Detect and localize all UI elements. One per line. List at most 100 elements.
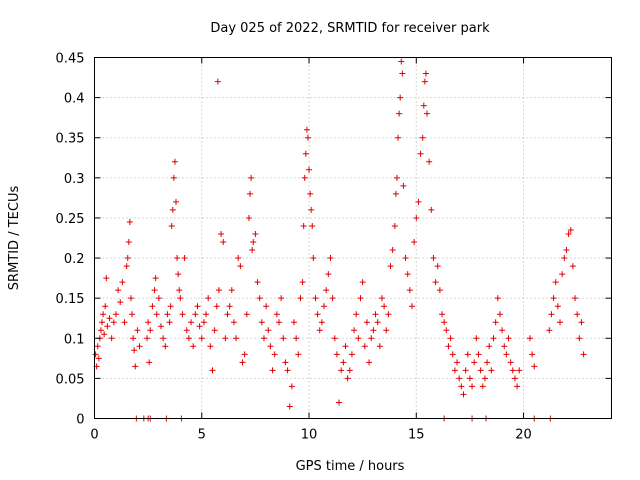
data-point — [561, 255, 568, 262]
data-point — [249, 247, 256, 254]
data-point — [304, 134, 311, 141]
data-point — [325, 271, 332, 278]
data-point — [126, 218, 133, 225]
data-point — [557, 319, 564, 326]
data-point — [387, 263, 394, 270]
data-point — [271, 351, 278, 358]
data-point — [183, 327, 190, 334]
data-point — [125, 239, 132, 246]
data-point — [404, 271, 411, 278]
data-point — [503, 351, 510, 358]
data-point — [147, 327, 154, 334]
data-point — [492, 319, 499, 326]
data-point — [426, 158, 433, 165]
data-point — [269, 367, 276, 374]
data-point — [127, 295, 134, 302]
y-tick-label: 0 — [76, 413, 84, 428]
data-point — [181, 255, 188, 262]
data-point — [166, 319, 173, 326]
data-point — [214, 78, 221, 85]
data-point — [151, 287, 158, 294]
data-point — [400, 182, 407, 189]
data-point — [299, 279, 306, 286]
data-point — [119, 279, 126, 286]
data-point — [104, 323, 111, 330]
data-point — [366, 359, 373, 366]
data-point — [101, 331, 108, 338]
data-point — [338, 367, 345, 374]
data-point — [342, 343, 349, 350]
data-point — [424, 110, 431, 117]
data-point — [164, 311, 171, 318]
data-point — [286, 403, 293, 410]
data-point — [284, 367, 291, 374]
data-point — [248, 174, 255, 181]
data-point — [447, 335, 454, 342]
data-point — [218, 230, 225, 237]
axis-ticks: 0 0.05 0.1 0.15 0.2 0.25 0.3 0.35 0.4 0.45 0 5 10 15 2… — [56, 52, 612, 443]
data-point — [529, 351, 536, 358]
data-point — [173, 198, 180, 205]
data-point — [514, 383, 521, 390]
data-point — [121, 319, 128, 326]
data-point — [211, 327, 218, 334]
data-point — [302, 150, 309, 157]
data-point — [396, 110, 403, 117]
data-point — [158, 323, 165, 330]
data-point — [580, 351, 587, 358]
data-point — [247, 190, 254, 197]
data-point — [95, 355, 102, 362]
data-point — [567, 226, 574, 233]
data-point — [226, 303, 233, 310]
data-point — [260, 335, 267, 342]
data-point — [392, 190, 399, 197]
data-point — [546, 327, 553, 334]
data-point — [417, 150, 424, 157]
data-point — [293, 335, 300, 342]
data-point — [368, 335, 375, 342]
x-tick-label: 15 — [408, 428, 425, 443]
data-point — [563, 247, 570, 254]
data-point — [220, 239, 227, 246]
data-point — [132, 363, 139, 370]
data-point — [460, 391, 467, 398]
data-point — [108, 335, 115, 342]
data-point — [250, 239, 257, 246]
data-point — [499, 327, 506, 334]
data-point — [511, 375, 518, 382]
data-point — [103, 275, 110, 282]
data-point — [237, 263, 244, 270]
data-point — [224, 311, 231, 318]
data-point — [252, 230, 259, 237]
data-point — [526, 335, 533, 342]
data-point — [550, 295, 557, 302]
data-point — [282, 359, 289, 366]
data-point — [171, 158, 178, 165]
data-point — [456, 375, 463, 382]
data-point — [94, 343, 101, 350]
data-point — [385, 311, 392, 318]
data-point — [331, 335, 338, 342]
data-point — [243, 311, 250, 318]
data-point — [481, 375, 488, 382]
data-point — [144, 335, 151, 342]
data-point — [175, 271, 182, 278]
data-point — [115, 287, 122, 294]
data-point — [449, 351, 456, 358]
data-point — [136, 343, 143, 350]
data-point — [494, 295, 501, 302]
data-point — [336, 399, 343, 406]
data-point — [209, 367, 216, 374]
data-point — [454, 359, 461, 366]
data-point — [376, 343, 383, 350]
data-point — [578, 319, 585, 326]
data-point — [462, 367, 469, 374]
y-tick-label: 0.35 — [56, 132, 85, 147]
data-point — [509, 367, 516, 374]
data-point — [312, 295, 319, 302]
data-point — [316, 327, 323, 334]
data-point — [432, 279, 439, 286]
data-point — [196, 323, 203, 330]
data-point — [265, 327, 272, 334]
